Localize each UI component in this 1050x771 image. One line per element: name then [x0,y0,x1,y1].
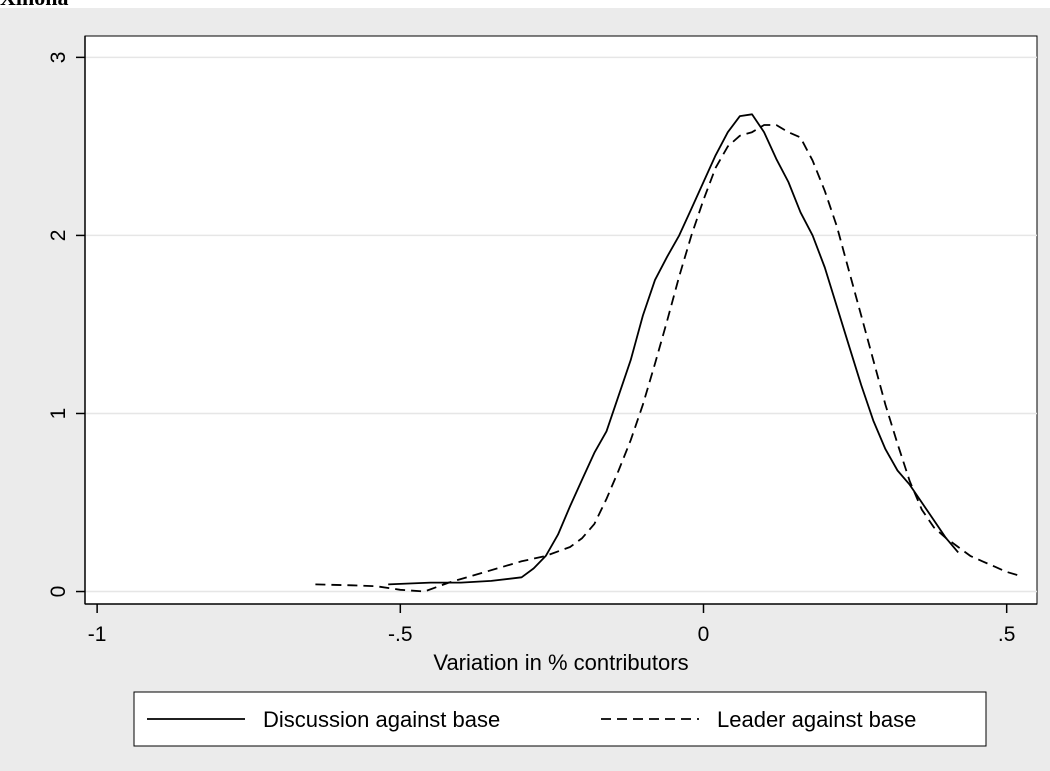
clipped-header-text: Xinona [0,0,68,10]
x-tick-label: .5 [998,623,1016,646]
series-line-leader [315,124,1020,593]
x-tick-label: 0 [698,623,710,646]
series-line-discussion [388,113,959,586]
x-axis: -1 -.5 0 .5 [85,603,1037,646]
y-axis: 0 1 2 3 [47,36,86,604]
x-axis-title: Variation in % contributors [433,650,688,675]
legend-label-leader: Leader against base [717,707,916,732]
y-tick-label: 0 [47,586,70,598]
gridlines [85,56,1037,593]
x-tick-label: -1 [88,623,107,646]
legend-label-discussion: Discussion against base [263,707,500,732]
plot-area [84,35,1038,605]
y-tick-label: 1 [47,408,70,420]
series-layer [315,113,1020,593]
y-tick-label: 2 [47,230,70,242]
legend-box [133,691,987,747]
legend: Discussion against base Leader against b… [133,691,987,747]
x-tick-label: -.5 [388,623,413,646]
y-tick-label: 3 [47,52,70,64]
